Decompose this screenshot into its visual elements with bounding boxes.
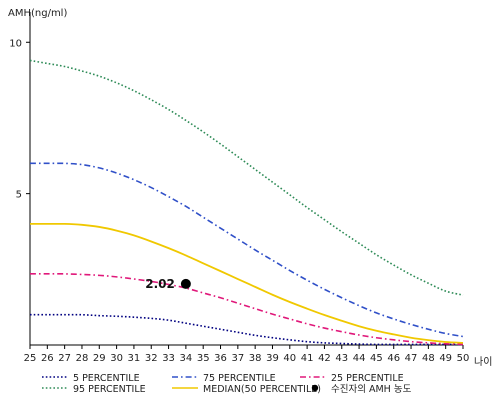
y-tick-label: 10 [9, 38, 22, 49]
legend: 5 PERCENTILE 75 PERCENTILE 25 PERCENTILE 95… [42, 373, 412, 395]
x-tick-label: 47 [405, 353, 418, 364]
x-tick-label: 48 [422, 353, 435, 364]
x-tick-label: 33 [162, 353, 175, 364]
legend-label: 95 PERCENTILE [73, 384, 146, 395]
x-tick-label: 50 [457, 353, 470, 364]
series-line [30, 273, 464, 346]
x-tick-label: 29 [93, 353, 106, 364]
series-line [30, 222, 464, 344]
series-lines [29, 59, 464, 346]
x-tick-label: 49 [439, 353, 452, 364]
x-tick-label: 28 [76, 353, 89, 364]
x-tick-label: 26 [41, 353, 54, 364]
x-tick-label: 45 [370, 353, 383, 364]
x-tick-label: 30 [110, 353, 123, 364]
legend-point-marker [311, 384, 319, 392]
patient-point-layer: 2.02 [145, 277, 191, 291]
x-tick-label: 27 [58, 353, 71, 364]
x-tick-label: 40 [283, 353, 296, 364]
legend-label: 75 PERCENTILE [203, 373, 276, 384]
x-axis-label: 나이 [474, 356, 492, 368]
x-tick-label: 31 [128, 353, 141, 364]
series-line [29, 162, 464, 338]
x-tick-label: 37 [231, 353, 244, 364]
x-tick-label: 32 [145, 353, 158, 364]
x-tick-label: 39 [266, 353, 279, 364]
y-tick-label: 5 [16, 190, 22, 201]
x-tick-label: 43 [335, 353, 348, 364]
x-tick-label: 34 [180, 353, 193, 364]
x-tick-label: 41 [301, 353, 314, 364]
series-line [30, 313, 463, 346]
x-tick-label: 38 [249, 353, 262, 364]
legend-label: 수진자의 AMH 농도 [331, 384, 412, 395]
legend-label: MEDIAN(50 PERCENTILE) [203, 384, 321, 395]
x-tick-label: 44 [353, 353, 366, 364]
x-tick-label: 42 [318, 353, 331, 364]
legend-label: 5 PERCENTILE [73, 373, 140, 384]
x-tick-label: 35 [197, 353, 210, 364]
patient-amh-point [180, 278, 191, 289]
series-line [29, 59, 464, 296]
legend-label: 25 PERCENTILE [331, 373, 404, 384]
x-tick-label: 36 [214, 353, 227, 364]
x-tick-label: 25 [24, 353, 37, 364]
y-axis-label: AMH(ng/ml) [8, 8, 67, 19]
axes: 5 10 25 26 27 28 29 30 31 32 33 34 35 36 37 38 39 40 41 42 4… [9, 12, 469, 364]
x-tick-label: 46 [387, 353, 400, 364]
patient-amh-label: 2.02 [145, 277, 175, 291]
